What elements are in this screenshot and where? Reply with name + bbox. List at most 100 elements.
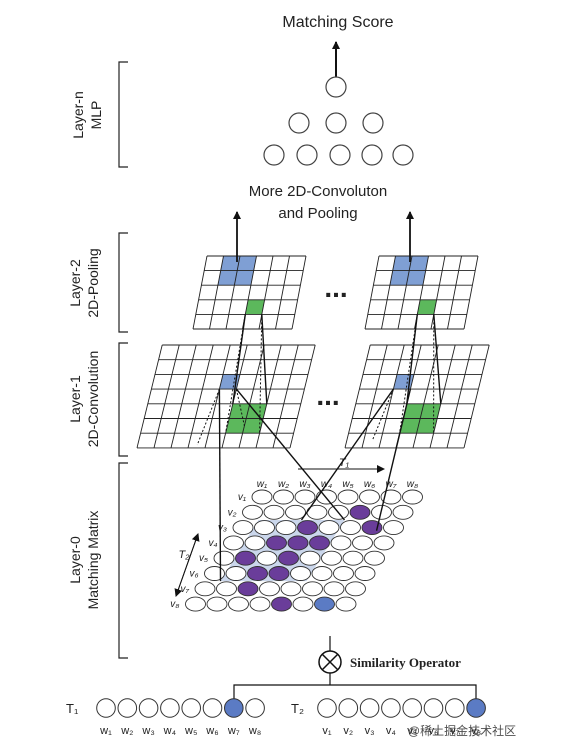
similarity-operator-label: Similarity Operator (350, 655, 461, 670)
matrix-cell (295, 490, 315, 504)
pool-left-highlight (245, 300, 264, 315)
matrix-row-label: v₅ (199, 553, 208, 564)
matrix-cell (255, 521, 275, 535)
mlp-node (289, 113, 309, 133)
conv-right-gridline (447, 345, 472, 448)
matrix-col-label: w₈ (407, 479, 418, 490)
mlp-node (297, 145, 317, 165)
token-label: w₆ (205, 725, 218, 737)
matrix-cell (236, 551, 256, 565)
matrix-cell (281, 582, 301, 596)
matrix-cell (224, 536, 244, 550)
mlp-node (264, 145, 284, 165)
matrix-cell (274, 490, 294, 504)
matrix-col-label: w₃ (299, 479, 310, 490)
mlp-node (326, 113, 346, 133)
matrix-cell (322, 551, 342, 565)
matrix-cell (214, 551, 234, 565)
matrix-cell (300, 551, 320, 565)
matrix-cell (353, 536, 373, 550)
matrix-row-label: v₇ (180, 584, 189, 595)
matrix-cell (384, 521, 404, 535)
token-node (446, 699, 465, 718)
token-label: v₃ (365, 725, 375, 737)
pooling-grid-left (193, 256, 306, 329)
matrix-row-label: v₈ (170, 599, 179, 610)
token-node (360, 699, 379, 718)
pooling-label: 2D-Pooling (85, 248, 101, 317)
pool-to-conv-line (262, 314, 267, 403)
matrix-col-label: w₆ (364, 479, 375, 490)
matrix-cell (238, 582, 258, 596)
matrix-col-label: w₂ (278, 479, 289, 490)
matrix-cell (334, 567, 354, 581)
pool-right-gridline (365, 256, 379, 329)
matrix-cell (250, 597, 270, 611)
token-node (339, 699, 358, 718)
token-node (203, 699, 222, 718)
matrix-cell (276, 521, 296, 535)
token-label: w₃ (141, 725, 154, 737)
similarity-operator-icon (319, 651, 341, 673)
matrix-cell (315, 597, 335, 611)
matrix-cell (310, 536, 330, 550)
convolution-grid-right (345, 345, 489, 448)
pool-right-gridline (382, 256, 396, 329)
matrix-row-label: v₆ (189, 569, 198, 580)
matrix-cell (336, 597, 356, 611)
conv-left-gridline (256, 345, 281, 448)
matrix-cell (269, 567, 289, 581)
matrix-cell (355, 567, 375, 581)
more-conv-line1: More 2D-Convoluton (249, 183, 387, 200)
matrix-cell (291, 567, 311, 581)
matrix-cell (319, 521, 339, 535)
matrix-cell (186, 597, 206, 611)
conv-left-gridline (273, 345, 298, 448)
pool-left-gridline (259, 256, 273, 329)
matrix-cell (341, 521, 361, 535)
convolution-grid-left (137, 345, 315, 448)
matrix-cell (207, 597, 227, 611)
conv-right-gridline (345, 345, 370, 448)
matrix-cell (195, 582, 215, 596)
matrix-cell (303, 582, 323, 596)
conv-right-gridline (362, 345, 387, 448)
matrix-cell (343, 551, 363, 565)
pool-right-gridline (464, 256, 478, 329)
matrix-row-label: v₄ (208, 538, 217, 549)
conv-left-gridline (290, 345, 315, 448)
matrix-cell (205, 567, 225, 581)
mlp-label: MLP (88, 101, 104, 130)
mlp-node (362, 145, 382, 165)
token-node (403, 699, 422, 718)
token-label: v₄ (386, 725, 397, 737)
matrix-cell (264, 505, 284, 519)
pool-left-gridline (292, 256, 306, 329)
token-node (97, 699, 116, 718)
mlp-node (330, 145, 350, 165)
matrix-cell (260, 582, 280, 596)
conv-left-gridline (137, 345, 162, 448)
matching-score-label: Matching Score (282, 14, 393, 31)
token-label: w₄ (163, 725, 177, 737)
matrix-cell (233, 521, 253, 535)
token-node (246, 699, 265, 718)
matrix-cell (317, 490, 337, 504)
matrix-cell (229, 597, 249, 611)
token-label: w₇ (227, 725, 240, 737)
token-node (161, 699, 180, 718)
matrix-cell (272, 597, 292, 611)
matrix-cell (293, 597, 313, 611)
layer-1-label: Layer-1 (67, 375, 83, 423)
pool-right-gridline (448, 256, 462, 329)
token-node (139, 699, 158, 718)
mlp-nodes (264, 77, 413, 165)
matrix-cell (346, 582, 366, 596)
token-label: v₁ (322, 725, 332, 737)
matrix-cell (286, 505, 306, 519)
matrix-cell (217, 582, 237, 596)
matrix-cell (243, 505, 263, 519)
conv-left-gridline (188, 345, 213, 448)
token-node (225, 699, 244, 718)
